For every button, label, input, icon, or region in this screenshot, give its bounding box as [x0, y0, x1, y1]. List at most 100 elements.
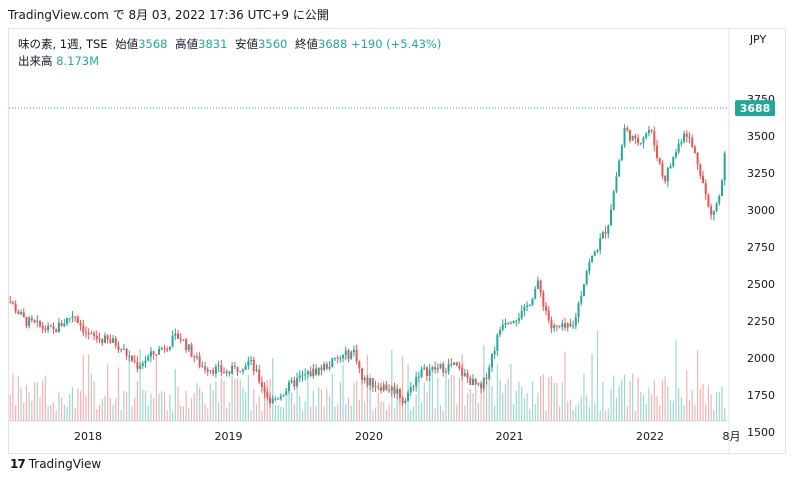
volume-bar — [312, 390, 314, 421]
volume-bar — [366, 354, 369, 421]
candle-body — [718, 196, 721, 204]
tradingview-logo-icon: 17 — [10, 457, 26, 471]
candle-body — [601, 231, 604, 239]
volume-bar — [518, 381, 520, 421]
candle-body — [604, 231, 607, 234]
volume-bar — [583, 373, 585, 421]
volume-bar — [104, 396, 106, 421]
volume-bar — [475, 379, 477, 421]
candle-body — [572, 325, 575, 327]
volume-bar — [637, 377, 639, 421]
volume-bar — [223, 380, 225, 421]
candle-body — [512, 321, 515, 324]
candlestick-chart[interactable]: 3750350032503000275025002250200017501500… — [9, 29, 787, 455]
candle-body — [523, 306, 526, 311]
volume-bar — [77, 388, 79, 421]
candle-body — [642, 137, 645, 143]
x-tick-label: 2022 — [636, 430, 664, 443]
volume-bar — [36, 382, 38, 421]
candle-body — [555, 325, 558, 327]
volume-bar — [618, 385, 620, 421]
candle-body — [168, 346, 171, 350]
volume-bar — [115, 398, 117, 421]
volume-bar — [572, 410, 574, 421]
volume-bar — [63, 404, 65, 421]
candle-body — [342, 354, 345, 359]
volume-bar — [147, 405, 149, 421]
volume-bar — [675, 340, 677, 421]
volume-bar — [718, 391, 720, 421]
candle-body — [702, 175, 705, 184]
candle-body — [379, 387, 382, 391]
candle-body — [98, 338, 101, 340]
candle-body — [47, 325, 50, 331]
candle-body — [507, 323, 510, 325]
candle-body — [163, 348, 166, 350]
volume-bar — [98, 405, 101, 421]
volume-bar — [136, 380, 139, 421]
volume-bar — [445, 373, 447, 421]
volume-bar — [323, 406, 325, 421]
volume-bar — [17, 375, 19, 421]
candle-body — [493, 350, 496, 355]
legend: 味の素, 1週, TSE 始値3568 高値3831 安値3560 終値3688… — [18, 36, 441, 70]
volume-bar — [697, 350, 699, 421]
candle-body — [674, 152, 677, 157]
volume-bar — [42, 380, 44, 421]
volume-bar — [599, 409, 601, 421]
candle-body — [415, 377, 418, 387]
candle-body — [447, 364, 450, 372]
candle-body — [266, 392, 269, 398]
candle-body — [620, 145, 623, 161]
candle-body — [358, 361, 361, 369]
legend-symbol: 味の素, 1週, TSE — [18, 37, 108, 51]
candle-body — [152, 351, 155, 355]
volume-bar — [315, 405, 317, 421]
candle-body — [363, 377, 366, 380]
candle-body — [241, 369, 244, 372]
chart-pane[interactable]: 3750 3500 3250 3000 2750 2500 2250 2000 1750 1500… — [8, 28, 787, 455]
volume-bar — [272, 358, 274, 421]
candle-body — [382, 384, 385, 391]
volume-bar — [25, 385, 28, 421]
volume-bar — [688, 400, 691, 421]
candle-body — [87, 333, 90, 335]
legend-close-value: 3688 — [318, 37, 348, 51]
volume-bar — [328, 395, 331, 421]
volume-bar — [277, 405, 279, 421]
candle-body — [582, 284, 585, 297]
candle-body — [639, 142, 642, 144]
x-tick-label: 2018 — [74, 430, 102, 443]
volume-bar — [307, 376, 309, 421]
candle-body — [693, 146, 696, 153]
legend-open-value: 3568 — [138, 37, 168, 51]
candle-body — [76, 316, 79, 324]
candle-body — [515, 320, 518, 322]
currency-label: JPY — [749, 33, 767, 46]
volume-bar — [380, 401, 382, 421]
candle-body — [591, 255, 594, 263]
volume-bar — [464, 405, 466, 421]
candle-body — [450, 364, 453, 366]
volume-bar — [686, 370, 688, 421]
candle-body — [344, 350, 347, 355]
volume-bar — [144, 390, 147, 421]
candle-body — [125, 349, 128, 356]
volume-bar — [442, 410, 444, 421]
candle-body — [147, 356, 150, 361]
volume-bar — [185, 390, 187, 421]
candle-body — [282, 394, 285, 397]
volume-bar — [707, 384, 710, 421]
volume-bar — [537, 392, 539, 421]
volume-bar — [483, 345, 485, 421]
volume-bar — [193, 393, 195, 421]
volume-bar — [150, 393, 152, 421]
volume-bar — [667, 386, 669, 421]
volume-bar — [356, 380, 358, 421]
candle-body — [488, 367, 491, 379]
volume-bar — [496, 364, 498, 421]
volume-bar — [161, 391, 163, 421]
candle-body — [672, 156, 675, 166]
candle-body — [704, 183, 707, 195]
volume-bar — [521, 386, 523, 421]
